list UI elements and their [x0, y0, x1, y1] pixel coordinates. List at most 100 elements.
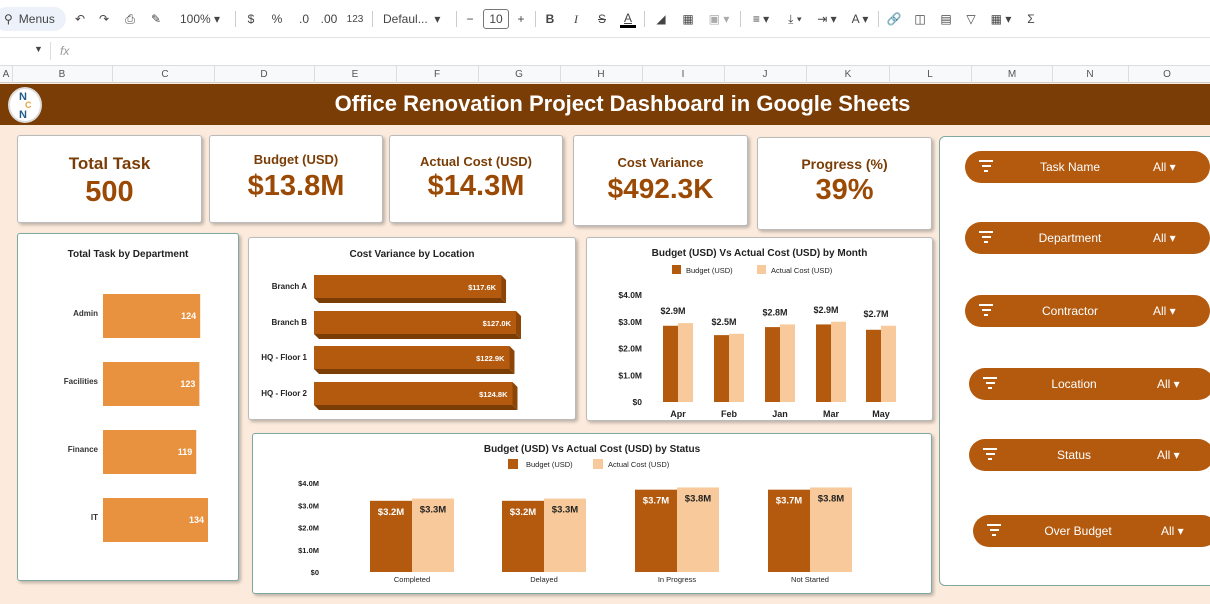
column-header[interactable]: A	[2, 69, 10, 80]
column-header[interactable]: N	[1086, 69, 1094, 80]
filter-views-icon[interactable]: ▦ ▾	[990, 12, 1012, 26]
category-label: May	[872, 409, 890, 419]
bar	[314, 275, 502, 298]
legend-swatch	[593, 459, 603, 469]
data-label: 123	[180, 379, 195, 389]
legend-label: Budget (USD)	[526, 460, 573, 469]
decrease-decimal-button[interactable]: .0	[298, 12, 309, 26]
column-header[interactable]: H	[597, 69, 605, 80]
borders-icon[interactable]: ▦	[682, 12, 694, 26]
filter-contractor[interactable]: Contractor All ▾	[965, 295, 1210, 327]
print-icon[interactable]: ⎙	[125, 11, 135, 26]
filter-over-budget[interactable]: Over Budget All ▾	[973, 515, 1210, 547]
bar	[314, 382, 513, 405]
filter-icon	[979, 304, 993, 316]
filter-name: Department	[1038, 231, 1102, 245]
bar	[780, 324, 795, 402]
bar	[765, 327, 780, 402]
tick-label: $2.0M	[298, 524, 319, 533]
kpi-value: 500	[85, 176, 134, 208]
paint-format-icon[interactable]: ✎	[150, 12, 162, 26]
column-header[interactable]: C	[161, 69, 169, 80]
search-icon: ⚲	[4, 12, 13, 26]
chart-status-svg: Budget (USD) Actual Cost (USD) $0 $1.0M $2.0…	[298, 459, 852, 584]
bar	[831, 321, 846, 402]
text-rotation-icon[interactable]: A ▾	[851, 12, 869, 26]
tick-label: $4.0M	[298, 479, 319, 488]
data-label: $3.8M	[685, 493, 711, 504]
category-label: Delayed	[530, 575, 558, 584]
text-wrap-icon[interactable]: ⇥ ▾	[817, 12, 837, 26]
bar-side	[509, 346, 515, 374]
column-header[interactable]: I	[681, 69, 685, 80]
zoom-select[interactable]: 100% ▾	[179, 12, 221, 26]
column-header[interactable]: O	[1163, 69, 1171, 80]
text-color-button[interactable]: A	[620, 10, 636, 28]
strikethrough-button[interactable]: S	[597, 12, 606, 26]
column-header[interactable]: J	[762, 69, 768, 80]
redo-icon[interactable]: ↷	[98, 12, 110, 26]
functions-button[interactable]: Σ	[1027, 12, 1035, 26]
bar	[714, 335, 729, 402]
font-size-input[interactable]: 10	[483, 9, 509, 29]
data-label: $3.3M	[552, 505, 578, 516]
filter-department[interactable]: Department All ▾	[965, 222, 1210, 254]
tick-label: $1.0M	[298, 546, 319, 555]
data-label: 119	[178, 447, 193, 457]
currency-button[interactable]: $	[247, 12, 255, 26]
increase-font-size-icon[interactable]: +	[517, 12, 525, 26]
column-header[interactable]: G	[515, 69, 523, 80]
filter-value: All ▾	[1153, 231, 1176, 245]
bar	[314, 311, 516, 334]
comment-icon[interactable]: ◫	[914, 12, 926, 26]
filter-icon[interactable]: ▽	[966, 12, 976, 26]
column-header[interactable]: F	[433, 69, 441, 80]
font-select[interactable]: Defaul... ▾	[383, 12, 441, 26]
filter-value: All ▾	[1153, 160, 1176, 174]
bar-shadow	[314, 405, 518, 410]
decrease-font-size-icon[interactable]: −	[466, 12, 474, 26]
logo-letter: N	[19, 109, 27, 121]
filter-location[interactable]: Location All ▾	[969, 368, 1210, 400]
name-box-dropdown-icon[interactable]: ▼	[34, 44, 43, 54]
column-header[interactable]: K	[844, 69, 852, 80]
filter-value: All ▾	[1161, 524, 1184, 538]
fill-color-icon[interactable]: ◢	[656, 12, 666, 26]
italic-button[interactable]: I	[574, 11, 578, 26]
link-icon[interactable]: 🔗	[886, 12, 902, 26]
filter-icon	[983, 377, 997, 389]
align-icon[interactable]: ≡ ▾	[752, 12, 770, 26]
kpi-value: $492.3K	[607, 173, 714, 204]
filter-task-name[interactable]: Task Name All ▾	[965, 151, 1210, 183]
percent-button[interactable]: %	[271, 12, 283, 26]
filter-name: Contractor	[1041, 304, 1099, 318]
column-header[interactable]: L	[927, 69, 933, 80]
bold-button[interactable]: B	[545, 12, 555, 26]
column-header[interactable]: B	[58, 69, 66, 80]
filter-icon	[983, 448, 997, 460]
bar	[677, 487, 719, 572]
column-header[interactable]: D	[260, 69, 268, 80]
category-label: IT	[91, 513, 98, 522]
data-label: $2.8M	[762, 307, 787, 317]
column-header[interactable]: M	[1007, 69, 1017, 80]
more-formats-button[interactable]: 123	[346, 13, 364, 25]
increase-decimal-button[interactable]: .00	[320, 12, 338, 26]
zoom-value: 100%	[179, 12, 211, 26]
column-header[interactable]: E	[351, 69, 359, 80]
vertical-align-icon[interactable]: ⤓ ▾	[788, 11, 802, 26]
merge-cells-icon[interactable]: ▣ ▾	[708, 12, 730, 26]
data-label: $2.9M	[813, 305, 838, 315]
filter-value: All ▾	[1157, 377, 1180, 391]
bar	[544, 498, 586, 572]
chart-icon[interactable]: ▤	[940, 12, 952, 26]
legend-label: Budget (USD)	[686, 266, 733, 275]
logo-letter: C	[25, 100, 32, 110]
filter-status[interactable]: Status All ▾	[969, 439, 1210, 471]
toolbar: ⚲ Menus ↶ ↷ ⎙ ✎ 100% ▾ $ % .0 .00 123 Def…	[0, 0, 1210, 37]
bar	[635, 489, 677, 572]
menus-search[interactable]: ⚲ Menus	[0, 7, 66, 31]
undo-icon[interactable]: ↶	[74, 12, 86, 26]
filter-value: All ▾	[1157, 448, 1180, 462]
data-label: $3.7M	[776, 496, 802, 507]
